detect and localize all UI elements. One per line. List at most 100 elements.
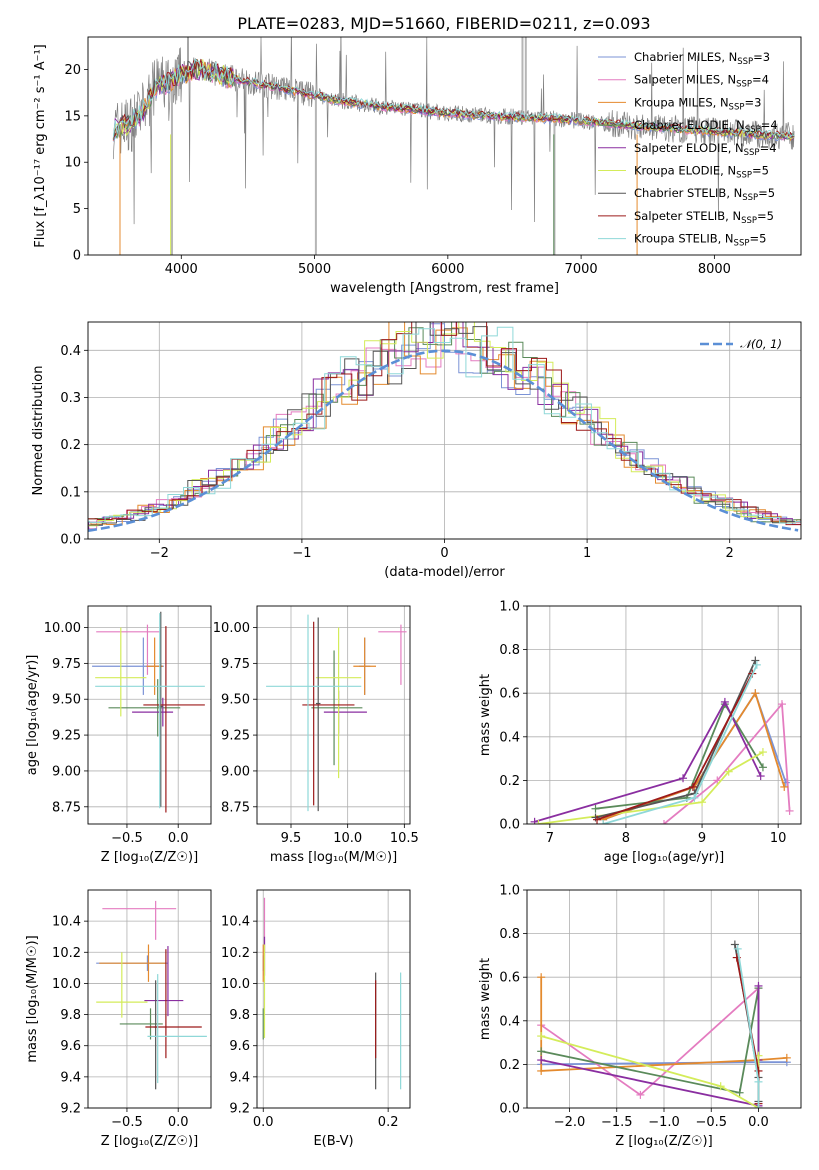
series-marker	[716, 1082, 725, 1091]
spectrum-plot-area	[112, 37, 795, 255]
x-tick-label: −0.5	[111, 1115, 143, 1130]
residuals-frame	[87, 321, 802, 540]
y-tick-label: 9.8	[229, 1008, 250, 1023]
x-tick-label: 7	[546, 831, 554, 846]
mass-vs-z-ylabel: mass [log₁₀(M/M☉)]	[25, 935, 40, 1062]
y-tick-label: 1.0	[499, 884, 520, 899]
errorbar-kroupa-stelib	[147, 974, 207, 1084]
legend-subscript: SSP	[736, 80, 752, 90]
y-tick-label: 1.0	[499, 600, 520, 615]
age-vs-z-plot-area	[92, 611, 205, 813]
x-tick-label: −1.0	[648, 1115, 680, 1130]
mass-vs-z-grid	[88, 890, 211, 1109]
errorbar-salpeter-elodie	[144, 946, 184, 1017]
y-tick-label: 9.6	[60, 1039, 81, 1054]
x-tick-label: 6000	[431, 262, 464, 277]
y-tick-label: 20	[64, 63, 81, 78]
y-tick-label: 9.8	[60, 1008, 81, 1023]
y-tick-label: 0	[73, 249, 81, 264]
age-vs-z-ylabel: age [log₁₀(age/yr)]	[25, 655, 40, 776]
massweight-vs-age-ylabel: mass weight	[478, 674, 493, 756]
x-tick-label: 9	[698, 831, 706, 846]
age-vs-z-axes: −0.5 0.0 8.75 9.00 9.25 9.50 9.75 10.00 Z [log₁₀…	[25, 605, 212, 865]
series-marker	[537, 1032, 546, 1041]
massweight-vs-z-frame	[526, 889, 802, 1109]
legend-label: Chabrier MILES, NSSP=3	[634, 50, 770, 67]
series-marker	[660, 820, 668, 824]
legend-label: Salpeter ELODIE, NSSP=4	[634, 141, 777, 158]
residuals-xlabel: (data-model)/error	[384, 565, 505, 580]
legend-value: =3	[744, 95, 761, 109]
histogram-salpeter-stelib	[88, 322, 801, 528]
massweight-vs-age-axes: 7 8 9 10 0.0 0.2 0.4 0.6 0.8 1.0 age [log₁₀(age/yr…	[478, 600, 802, 865]
y-tick-label: 0.8	[499, 927, 520, 942]
mass-vs-z-plot-area	[96, 900, 207, 1090]
y-tick-label: 0.1	[60, 485, 81, 500]
legend-label: Kroupa ELODIE, NSSP=5	[634, 164, 769, 181]
series-marker	[591, 804, 600, 813]
spectrum-frame	[87, 36, 802, 256]
series-marker	[758, 763, 767, 772]
y-tick-label: 9.25	[221, 729, 250, 744]
y-tick-label: 8.75	[221, 800, 250, 815]
x-tick-label: 4000	[165, 262, 198, 277]
y-tick-label: 0.0	[60, 533, 81, 548]
x-tick-label: −1	[292, 546, 311, 561]
legend-label: 𝒩(0, 1)	[740, 337, 782, 351]
y-tick-label: 10.2	[221, 946, 250, 961]
series-marker	[754, 1066, 763, 1075]
series-marker	[698, 798, 707, 807]
series-marker	[720, 697, 729, 706]
y-tick-label: 9.4	[229, 1070, 250, 1085]
series-line	[540, 977, 787, 1072]
series-marker	[690, 793, 699, 802]
y-tick-label: 9.75	[221, 657, 250, 672]
x-tick-label: 9.5	[281, 831, 302, 846]
x-tick-label: −2.0	[554, 1115, 586, 1130]
legend-subscript: SSP	[742, 193, 758, 203]
series-salpeter-elodie	[530, 697, 765, 824]
series-marker	[754, 981, 763, 990]
series-marker	[679, 774, 688, 783]
series-marker	[777, 700, 786, 709]
y-tick-label: 9.75	[52, 657, 81, 672]
legend-subscript: SSP	[745, 125, 761, 135]
x-tick-label: 7000	[565, 262, 598, 277]
y-tick-label: 0.0	[499, 818, 520, 833]
y-tick-label: 0.0	[499, 1102, 520, 1117]
legend-name: Salpeter STELIB, N	[634, 209, 741, 223]
series-line	[663, 701, 791, 824]
y-tick-label: 10.2	[52, 946, 81, 961]
y-tick-label: 9.6	[229, 1039, 250, 1054]
series-salpeter-stelib	[593, 669, 757, 824]
legend-name: Chabrier STELIB, N	[634, 186, 742, 200]
y-tick-label: 10.0	[52, 977, 81, 992]
legend-subscript: SSP	[734, 239, 750, 249]
series-salpeter-miles	[660, 700, 794, 824]
x-tick-label: 1	[583, 546, 591, 561]
x-tick-label: −1.5	[601, 1115, 633, 1130]
legend-name: Salpeter ELODIE, N	[634, 141, 744, 155]
series-marker	[730, 940, 739, 949]
series-marker	[751, 689, 760, 698]
x-tick-label: 0.2	[378, 1115, 399, 1130]
legend-value: =4	[752, 73, 769, 87]
errorbar-salpeter-stelib	[145, 949, 202, 1059]
series-marker	[593, 815, 602, 824]
errorbar-chabrier-elodie	[108, 679, 181, 737]
legend-value: =3	[753, 50, 770, 64]
y-tick-label: 9.00	[52, 764, 81, 779]
series-marker	[754, 1077, 763, 1086]
series-chabrier-elodie	[537, 984, 763, 1108]
model-spectrum-salpeter-stelib	[112, 58, 795, 139]
series-line	[602, 691, 786, 821]
series-marker	[591, 813, 600, 822]
massweight-vs-z-axes: −2.0 −1.5 −1.0 −0.5 0.0 0.0 0.2 0.4 0.6 0.8 1.0 Z […	[478, 884, 802, 1149]
legend-value: =4	[761, 118, 778, 132]
x-tick-label: 10	[770, 831, 787, 846]
legend-value: =5	[752, 164, 769, 178]
errorbar-salpeter-miles	[96, 624, 160, 675]
y-tick-label: 10.4	[52, 915, 81, 930]
y-tick-label: 10.0	[221, 977, 250, 992]
series-marker	[733, 944, 742, 953]
